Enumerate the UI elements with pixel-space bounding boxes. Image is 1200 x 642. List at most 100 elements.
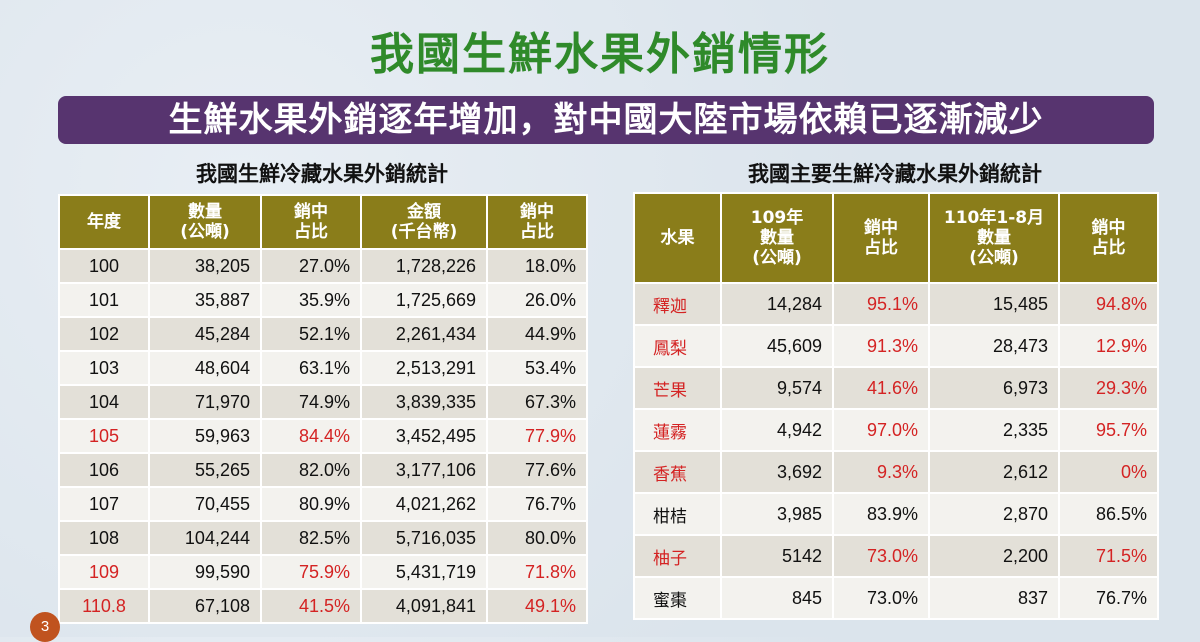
cell-quantity: 104,244 — [148, 520, 262, 556]
header-qty-109: 109年 數量 (公噸) — [720, 192, 834, 284]
cell-qty-109: 3,692 — [720, 450, 834, 494]
cell-qty-110: 2,870 — [928, 492, 1060, 536]
cell-amount-share: 53.4% — [486, 350, 588, 386]
cell-share-109: 9.3% — [832, 450, 930, 494]
fruit-export-table: 水果 109年 數量 (公噸) 銷中 占比 110年1-8月 數量 (公噸) 銷… — [633, 192, 1159, 620]
cell-share-109: 95.1% — [832, 282, 930, 326]
cell-year: 109 — [58, 554, 150, 590]
cell-year: 102 — [58, 316, 150, 352]
cell-share-109: 97.0% — [832, 408, 930, 452]
export-stats-table: 年度 數量 (公噸) 銷中 占比 金額 (千台幣) 銷中 占比 100 38,20… — [58, 194, 588, 624]
header-quantity: 數量 (公噸) — [148, 194, 262, 250]
cell-amount-share: 67.3% — [486, 384, 588, 420]
cell-qty-110: 2,200 — [928, 534, 1060, 578]
cell-share-110: 76.7% — [1058, 576, 1159, 620]
cell-fruit: 柚子 — [633, 534, 722, 578]
cell-quantity: 48,604 — [148, 350, 262, 386]
cell-qty-110: 28,473 — [928, 324, 1060, 368]
cell-amount-share: 77.6% — [486, 452, 588, 488]
cell-amount: 1,725,669 — [360, 282, 488, 318]
page-number-badge: 3 — [30, 612, 60, 642]
cell-quantity: 71,970 — [148, 384, 262, 420]
cell-year: 103 — [58, 350, 150, 386]
table-row: 釋迦 14,284 95.1% 15,485 94.8% — [633, 282, 1159, 326]
table-header-row: 年度 數量 (公噸) 銷中 占比 金額 (千台幣) 銷中 占比 — [58, 194, 588, 250]
cell-qty-109: 4,942 — [720, 408, 834, 452]
cell-quantity-share: 35.9% — [260, 282, 362, 318]
table-row: 105 59,963 84.4% 3,452,495 77.9% — [58, 418, 588, 454]
cell-amount: 3,839,335 — [360, 384, 488, 420]
cell-quantity-share: 63.1% — [260, 350, 362, 386]
cell-fruit: 蓮霧 — [633, 408, 722, 452]
header-amount-share: 銷中 占比 — [486, 194, 588, 250]
cell-share-109: 91.3% — [832, 324, 930, 368]
table1-title: 我國生鮮冷藏水果外銷統計 — [196, 162, 448, 186]
cell-share-109: 83.9% — [832, 492, 930, 536]
header-year: 年度 — [58, 194, 150, 250]
table-row: 蜜棗 845 73.0% 837 76.7% — [633, 576, 1159, 620]
cell-amount-share: 77.9% — [486, 418, 588, 454]
table-row: 106 55,265 82.0% 3,177,106 77.6% — [58, 452, 588, 488]
cell-amount: 4,091,841 — [360, 588, 488, 624]
table2-title: 我國主要生鮮冷藏水果外銷統計 — [748, 162, 1042, 186]
cell-quantity: 70,455 — [148, 486, 262, 522]
cell-amount: 4,021,262 — [360, 486, 488, 522]
cell-amount-share: 49.1% — [486, 588, 588, 624]
table-row: 香蕉 3,692 9.3% 2,612 0% — [633, 450, 1159, 494]
cell-share-109: 73.0% — [832, 534, 930, 578]
cell-fruit: 釋迦 — [633, 282, 722, 326]
cell-quantity: 45,284 — [148, 316, 262, 352]
table-row: 柚子 5142 73.0% 2,200 71.5% — [633, 534, 1159, 578]
cell-quantity-share: 74.9% — [260, 384, 362, 420]
table-header-row: 水果 109年 數量 (公噸) 銷中 占比 110年1-8月 數量 (公噸) 銷… — [633, 192, 1159, 284]
cell-quantity-share: 41.5% — [260, 588, 362, 624]
cell-amount-share: 71.8% — [486, 554, 588, 590]
cell-fruit: 芒果 — [633, 366, 722, 410]
cell-share-110: 71.5% — [1058, 534, 1159, 578]
cell-share-109: 73.0% — [832, 576, 930, 620]
table-row: 104 71,970 74.9% 3,839,335 67.3% — [58, 384, 588, 420]
table-row: 102 45,284 52.1% 2,261,434 44.9% — [58, 316, 588, 352]
header-share-109: 銷中 占比 — [832, 192, 930, 284]
cell-quantity: 59,963 — [148, 418, 262, 454]
cell-quantity-share: 52.1% — [260, 316, 362, 352]
table-row: 101 35,887 35.9% 1,725,669 26.0% — [58, 282, 588, 318]
cell-quantity: 67,108 — [148, 588, 262, 624]
cell-fruit: 蜜棗 — [633, 576, 722, 620]
cell-quantity: 99,590 — [148, 554, 262, 590]
summary-banner: 生鮮水果外銷逐年增加，對中國大陸市場依賴已逐漸減少 — [58, 96, 1154, 144]
table-row: 107 70,455 80.9% 4,021,262 76.7% — [58, 486, 588, 522]
cell-quantity-share: 82.5% — [260, 520, 362, 556]
cell-share-110: 29.3% — [1058, 366, 1159, 410]
cell-qty-110: 6,973 — [928, 366, 1060, 410]
cell-quantity: 55,265 — [148, 452, 262, 488]
cell-amount: 3,452,495 — [360, 418, 488, 454]
cell-amount-share: 26.0% — [486, 282, 588, 318]
cell-qty-110: 2,335 — [928, 408, 1060, 452]
cell-quantity-share: 82.0% — [260, 452, 362, 488]
cell-share-109: 41.6% — [832, 366, 930, 410]
cell-year: 107 — [58, 486, 150, 522]
cell-amount: 5,716,035 — [360, 520, 488, 556]
cell-year: 100 — [58, 248, 150, 284]
cell-amount: 2,513,291 — [360, 350, 488, 386]
cell-year: 110.8 — [58, 588, 150, 624]
cell-year: 105 — [58, 418, 150, 454]
header-share-110: 銷中 占比 — [1058, 192, 1159, 284]
cell-amount: 1,728,226 — [360, 248, 488, 284]
header-quantity-share: 銷中 占比 — [260, 194, 362, 250]
table-row: 100 38,205 27.0% 1,728,226 18.0% — [58, 248, 588, 284]
table-row: 蓮霧 4,942 97.0% 2,335 95.7% — [633, 408, 1159, 452]
table-row: 鳳梨 45,609 91.3% 28,473 12.9% — [633, 324, 1159, 368]
cell-qty-109: 14,284 — [720, 282, 834, 326]
cell-qty-110: 2,612 — [928, 450, 1060, 494]
page-title: 我國生鮮水果外銷情形 — [370, 29, 830, 80]
table-row: 108 104,244 82.5% 5,716,035 80.0% — [58, 520, 588, 556]
cell-amount-share: 44.9% — [486, 316, 588, 352]
header-amount: 金額 (千台幣) — [360, 194, 488, 250]
header-qty-110: 110年1-8月 數量 (公噸) — [928, 192, 1060, 284]
cell-share-110: 95.7% — [1058, 408, 1159, 452]
cell-amount: 5,431,719 — [360, 554, 488, 590]
cell-qty-110: 15,485 — [928, 282, 1060, 326]
cell-quantity-share: 75.9% — [260, 554, 362, 590]
